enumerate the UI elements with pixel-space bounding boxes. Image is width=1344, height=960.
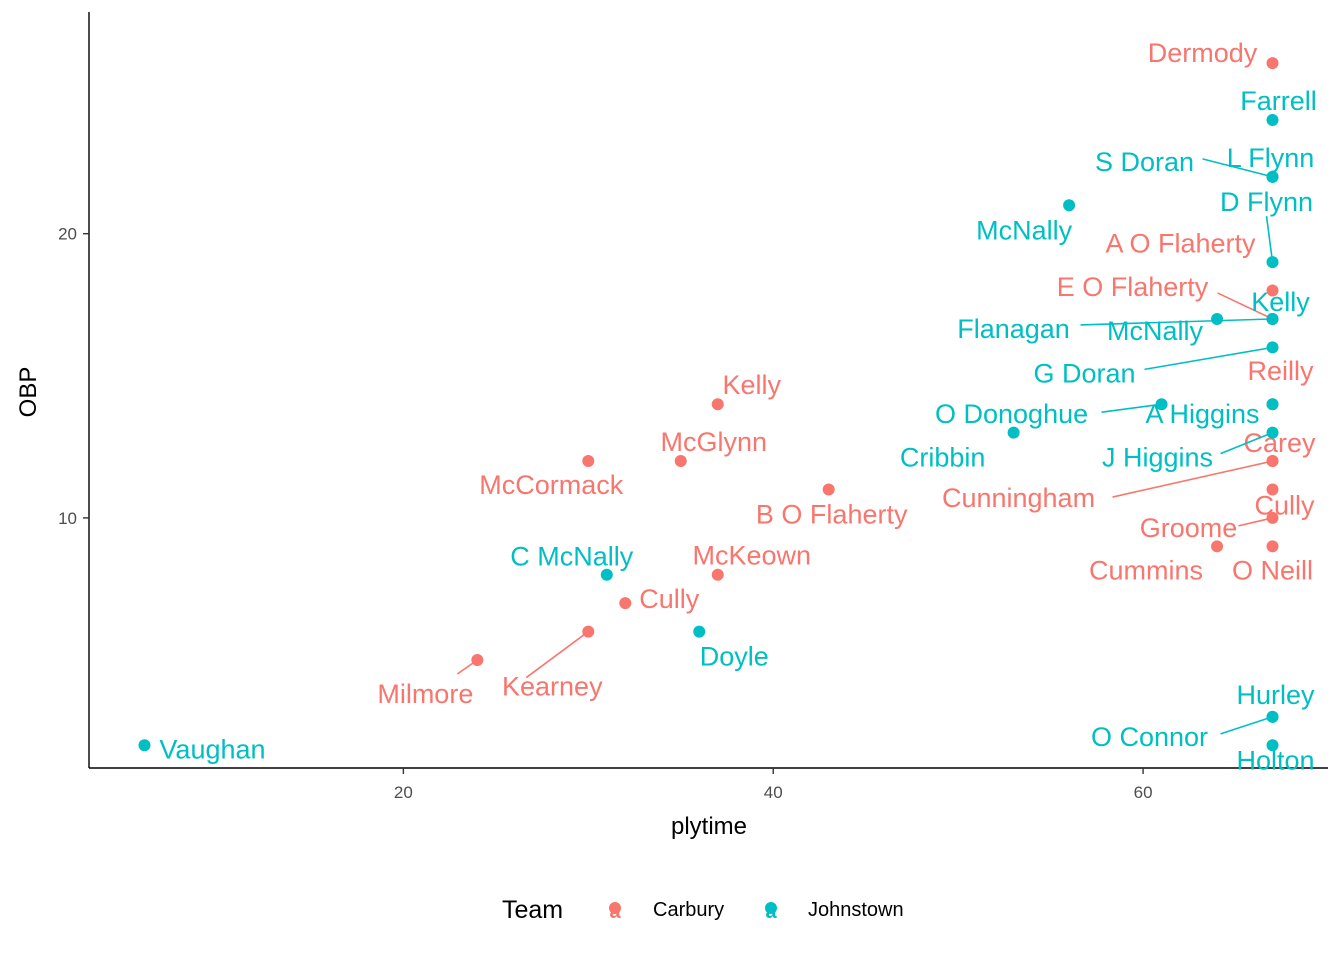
legend-glyph-carbury: a xyxy=(609,901,621,923)
data-point-carbury xyxy=(711,568,724,581)
point-label-carbury: McKeown xyxy=(692,541,811,571)
point-label-carbury: McGlynn xyxy=(660,427,767,457)
label-leader-line xyxy=(1112,460,1273,498)
point-label-johnstown: D Flynn xyxy=(1220,187,1313,217)
point-label-johnstown: Kelly xyxy=(1251,287,1310,317)
data-point-johnstown xyxy=(1266,114,1279,126)
point-label-johnstown: McNally xyxy=(1107,316,1204,346)
point-label-carbury: Cully xyxy=(639,584,700,614)
data-point-carbury xyxy=(711,398,724,411)
x-tick-label: 60 xyxy=(1134,783,1153,802)
data-point-carbury xyxy=(582,625,595,638)
data-point-johnstown xyxy=(1266,256,1279,269)
data-point-johnstown xyxy=(600,568,613,581)
data-point-johnstown xyxy=(1266,312,1279,325)
point-label-johnstown: S Doran xyxy=(1095,147,1194,177)
data-point-johnstown xyxy=(1063,199,1076,212)
point-label-johnstown: Doyle xyxy=(700,642,769,672)
data-point-johnstown xyxy=(1266,398,1279,411)
point-label-carbury: Cully xyxy=(1255,490,1316,520)
y-tick-label: 20 xyxy=(58,225,77,244)
point-label-johnstown: Farrell xyxy=(1240,86,1317,116)
label-leader-line xyxy=(1144,346,1273,371)
data-point-johnstown xyxy=(1266,710,1279,723)
axes: 20 40 60 10 20 xyxy=(58,12,1328,802)
data-point-johnstown xyxy=(1266,426,1279,439)
data-point-johnstown xyxy=(1007,426,1020,439)
legend-point-carbury xyxy=(609,902,621,914)
data-point-carbury xyxy=(1266,284,1279,297)
data-point-carbury xyxy=(1266,455,1279,468)
data-point-johnstown xyxy=(693,625,706,638)
y-tick-label: 10 xyxy=(58,509,77,528)
data-point-carbury xyxy=(1266,483,1279,496)
point-label-carbury: Dermody xyxy=(1148,38,1258,68)
legend-key-johnstown: a xyxy=(765,901,777,923)
point-label-carbury: E O Flaherty xyxy=(1057,272,1209,302)
point-label-johnstown: Vaughan xyxy=(159,734,265,764)
point-label-carbury: Milmore xyxy=(377,679,473,709)
point-label-johnstown: G Doran xyxy=(1033,358,1135,388)
point-label-carbury: Kearney xyxy=(502,672,603,702)
legend-key-carbury: a xyxy=(609,901,621,923)
x-tick-label: 40 xyxy=(764,783,783,802)
point-label-johnstown: L Flynn xyxy=(1227,143,1315,173)
data-point-johnstown xyxy=(1266,341,1279,354)
data-point-carbury xyxy=(1266,540,1279,553)
label-leader-line xyxy=(1220,431,1273,455)
label-leader-line xyxy=(1202,158,1273,178)
data-point-johnstown xyxy=(1266,739,1279,752)
data-point-carbury xyxy=(471,654,484,666)
legend-glyph-johnstown: a xyxy=(765,901,777,923)
point-label-carbury: A O Flaherty xyxy=(1105,229,1256,259)
point-label-carbury: Carey xyxy=(1244,428,1317,458)
legend-title: Team xyxy=(502,896,563,924)
point-label-carbury: Groome xyxy=(1140,513,1238,543)
point-label-carbury: Reilly xyxy=(1248,356,1315,386)
legend-label-carbury: Carbury xyxy=(653,899,724,921)
y-axis-title: OBP xyxy=(15,367,42,418)
point-label-johnstown: C McNally xyxy=(510,542,634,572)
label-leader-line xyxy=(1101,403,1162,414)
point-label-carbury: Kelly xyxy=(722,370,781,400)
point-labels: Dermody A O Flaherty E O Flaherty Reilly Car… xyxy=(159,38,1316,775)
x-tick-label: 20 xyxy=(394,783,413,802)
point-label-johnstown: O Donoghue xyxy=(935,399,1088,429)
data-point-carbury xyxy=(822,483,835,496)
legend-point-johnstown xyxy=(765,902,777,914)
point-label-johnstown: O Connor xyxy=(1091,722,1208,752)
data-point-carbury xyxy=(582,455,595,468)
point-label-johnstown: Cribbin xyxy=(900,443,986,473)
label-leader-line xyxy=(1080,318,1273,326)
legend: Team a Carbury a Johnstown xyxy=(502,896,904,924)
label-leader-line xyxy=(1220,716,1273,735)
label-leader-line xyxy=(1265,216,1274,263)
legend-label-johnstown: Johnstown xyxy=(808,899,904,921)
point-label-johnstown: Hurley xyxy=(1237,680,1316,710)
data-point-carbury xyxy=(1266,57,1279,70)
point-label-carbury: Cunningham xyxy=(942,483,1095,513)
data-point-johnstown xyxy=(138,739,151,752)
point-label-carbury: O Neill xyxy=(1232,555,1313,585)
data-point-johnstown xyxy=(1211,312,1224,325)
label-leader-line xyxy=(525,630,589,679)
point-label-johnstown: J Higgins xyxy=(1102,443,1213,473)
x-axis-title: plytime xyxy=(671,813,747,840)
point-label-johnstown: McNally xyxy=(976,215,1073,245)
data-point-carbury xyxy=(1211,540,1224,553)
label-leader-line xyxy=(1217,292,1273,320)
point-label-carbury: Cummins xyxy=(1089,555,1203,585)
data-point-johnstown xyxy=(1155,398,1168,411)
data-point-carbury xyxy=(619,597,632,610)
point-label-carbury: B O Flaherty xyxy=(756,499,908,529)
data-point-carbury xyxy=(674,455,687,468)
data-point-carbury xyxy=(1266,511,1279,524)
point-label-carbury: McCormack xyxy=(479,470,624,500)
data-point-johnstown xyxy=(1266,170,1279,183)
point-label-johnstown: Flanagan xyxy=(957,314,1070,344)
data-points xyxy=(138,57,1279,752)
